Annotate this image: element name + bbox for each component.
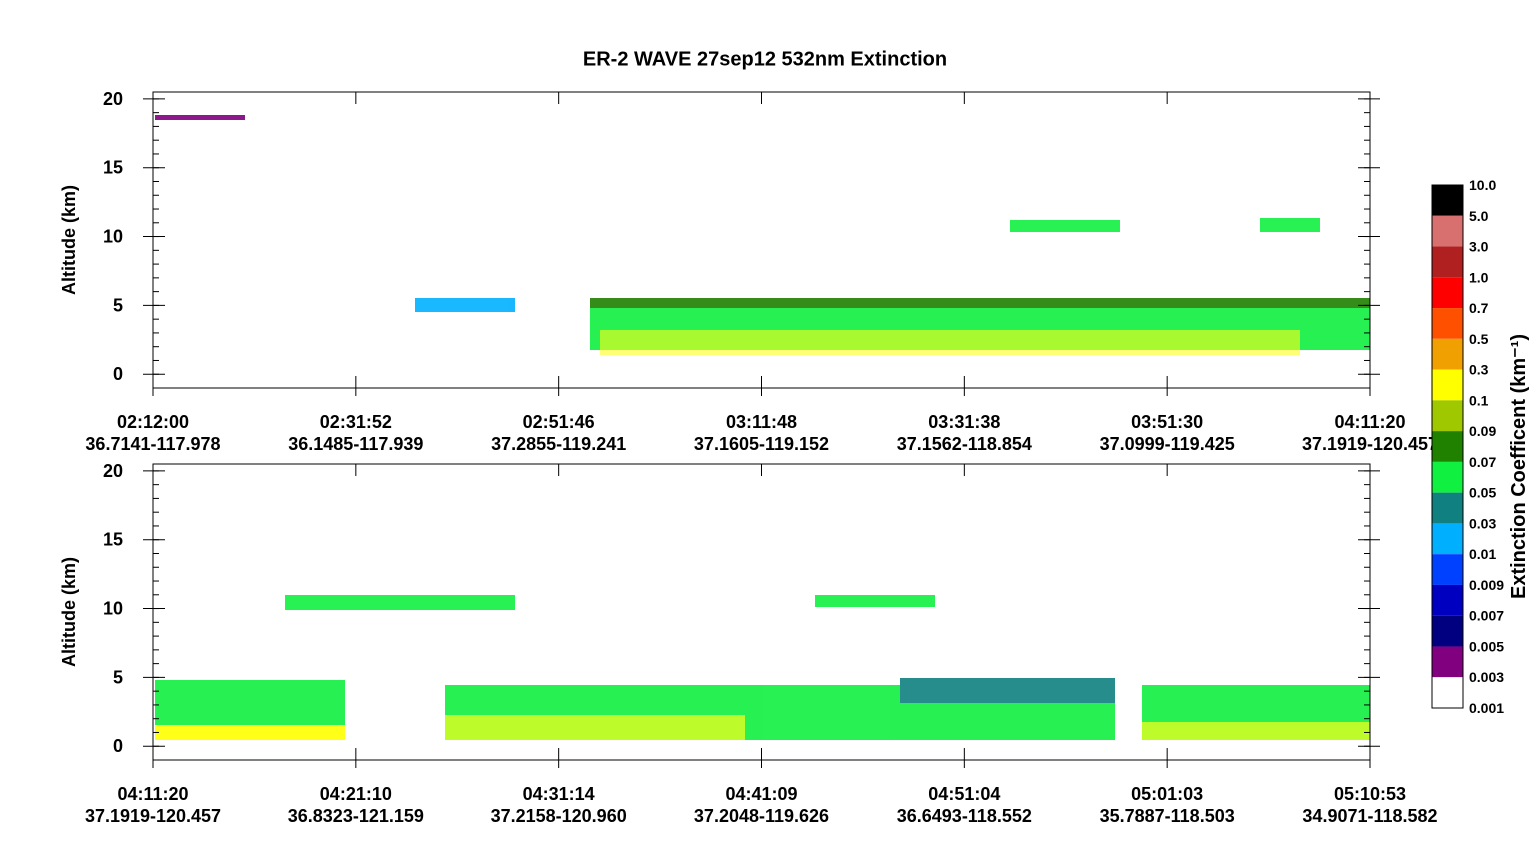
colorbar-frame: [1431, 184, 1464, 709]
y-tick-label: 10: [103, 227, 123, 247]
x-tick-location: 37.1919-120.457: [1302, 434, 1438, 454]
x-tick-time: 02:51:46: [523, 412, 595, 432]
x-tick-time: 03:51:30: [1131, 412, 1203, 432]
x-tick-location: 37.2048-119.626: [694, 806, 829, 826]
x-tick-time: 02:12:00: [117, 412, 189, 432]
x-tick-location: 37.2855-119.241: [491, 434, 626, 454]
x-tick-location: 36.7141-117.978: [85, 434, 220, 454]
colorbar-label: 0.009: [1469, 577, 1504, 593]
colorbar-label: 0.3: [1469, 362, 1489, 378]
colorbar-label: 0.007: [1469, 608, 1504, 624]
colorbar-swatch: [1432, 246, 1463, 278]
x-tick-time: 05:10:53: [1334, 784, 1406, 804]
colorbar-swatch: [1432, 523, 1463, 555]
x-tick-location: 36.8323-121.159: [288, 806, 424, 826]
colorbar-swatch: [1432, 277, 1463, 309]
colorbar-title: Extinction Coefficent (km⁻¹): [1508, 334, 1530, 599]
y-axis-label: Altitude (km): [59, 185, 79, 295]
y-tick-label: 10: [103, 599, 123, 619]
y-axis-label: Altitude (km): [59, 557, 79, 667]
colorbar-label: 0.7: [1469, 300, 1489, 316]
x-tick-time: 04:31:14: [523, 784, 595, 804]
colorbar-swatch: [1432, 554, 1463, 585]
x-tick-time: 05:01:03: [1131, 784, 1203, 804]
colorbar-swatch: [1432, 400, 1463, 432]
colorbar-swatch: [1432, 461, 1463, 493]
colorbar-swatch: [1432, 677, 1463, 708]
colorbar-swatch: [1432, 584, 1463, 616]
x-tick-time: 04:21:10: [320, 784, 392, 804]
colorbar-label: 5.0: [1469, 208, 1489, 224]
colorbar-label: 0.003: [1469, 669, 1504, 685]
colorbar-label: 0.01: [1469, 546, 1496, 562]
y-tick-label: 20: [103, 461, 123, 481]
y-tick-label: 0: [113, 364, 123, 384]
x-tick-location: 37.2158-120.960: [491, 806, 627, 826]
x-tick-time: 04:51:04: [928, 784, 1000, 804]
colorbar-label: 0.07: [1469, 454, 1496, 470]
colorbar-label: 3.0: [1469, 239, 1489, 255]
x-tick-time: 04:11:20: [1334, 412, 1405, 432]
x-tick-location: 37.1919-120.457: [85, 806, 221, 826]
y-tick-label: 15: [103, 530, 123, 550]
colorbar-swatch: [1432, 308, 1463, 339]
colorbar-label: 0.05: [1469, 485, 1496, 501]
x-tick-time: 04:41:09: [725, 784, 797, 804]
x-tick-time: 03:11:48: [726, 412, 797, 432]
cloud-shading: [155, 115, 1370, 740]
colorbar-label: 0.001: [1469, 700, 1504, 716]
colorbar-label: 0.005: [1469, 638, 1504, 654]
colorbar-label: 0.09: [1469, 423, 1496, 439]
colorbar-swatch: [1432, 431, 1463, 462]
y-tick-label: 20: [103, 89, 123, 109]
x-tick-time: 04:11:20: [117, 784, 188, 804]
y-tick-label: 0: [113, 736, 123, 756]
colorbar-label: 1.0: [1469, 269, 1489, 285]
colorbar-swatch: [1432, 492, 1463, 524]
colorbar-label: 0.5: [1469, 331, 1489, 347]
x-tick-location: 37.1605-119.152: [694, 434, 829, 454]
colorbar-swatch: [1432, 185, 1463, 216]
colorbar-swatch: [1432, 215, 1463, 247]
colorbar-label: 0.1: [1469, 392, 1489, 408]
x-tick-location: 37.1562-118.854: [897, 434, 1032, 454]
colorbar-swatch: [1432, 369, 1463, 401]
x-tick-location: 36.6493-118.552: [897, 806, 1032, 826]
colorbar-swatch: [1432, 615, 1463, 647]
chart-title: ER-2 WAVE 27sep12 532nm Extinction: [583, 48, 947, 70]
x-tick-location: 34.9071-118.582: [1302, 806, 1437, 826]
colorbar-swatch: [1432, 646, 1463, 678]
y-tick-label: 5: [113, 295, 123, 315]
y-tick-label: 5: [113, 667, 123, 687]
x-tick-location: 36.1485-117.939: [288, 434, 423, 454]
x-tick-location: 35.7887-118.503: [1100, 806, 1235, 826]
x-tick-time: 02:31:52: [320, 412, 392, 432]
colorbar-label: 10.0: [1469, 177, 1496, 193]
colorbar-swatch: [1432, 338, 1463, 370]
colorbar-label: 0.03: [1469, 515, 1496, 531]
x-tick-location: 37.0999-119.425: [1100, 434, 1235, 454]
x-tick-time: 03:31:38: [928, 412, 1000, 432]
y-tick-label: 15: [103, 158, 123, 178]
